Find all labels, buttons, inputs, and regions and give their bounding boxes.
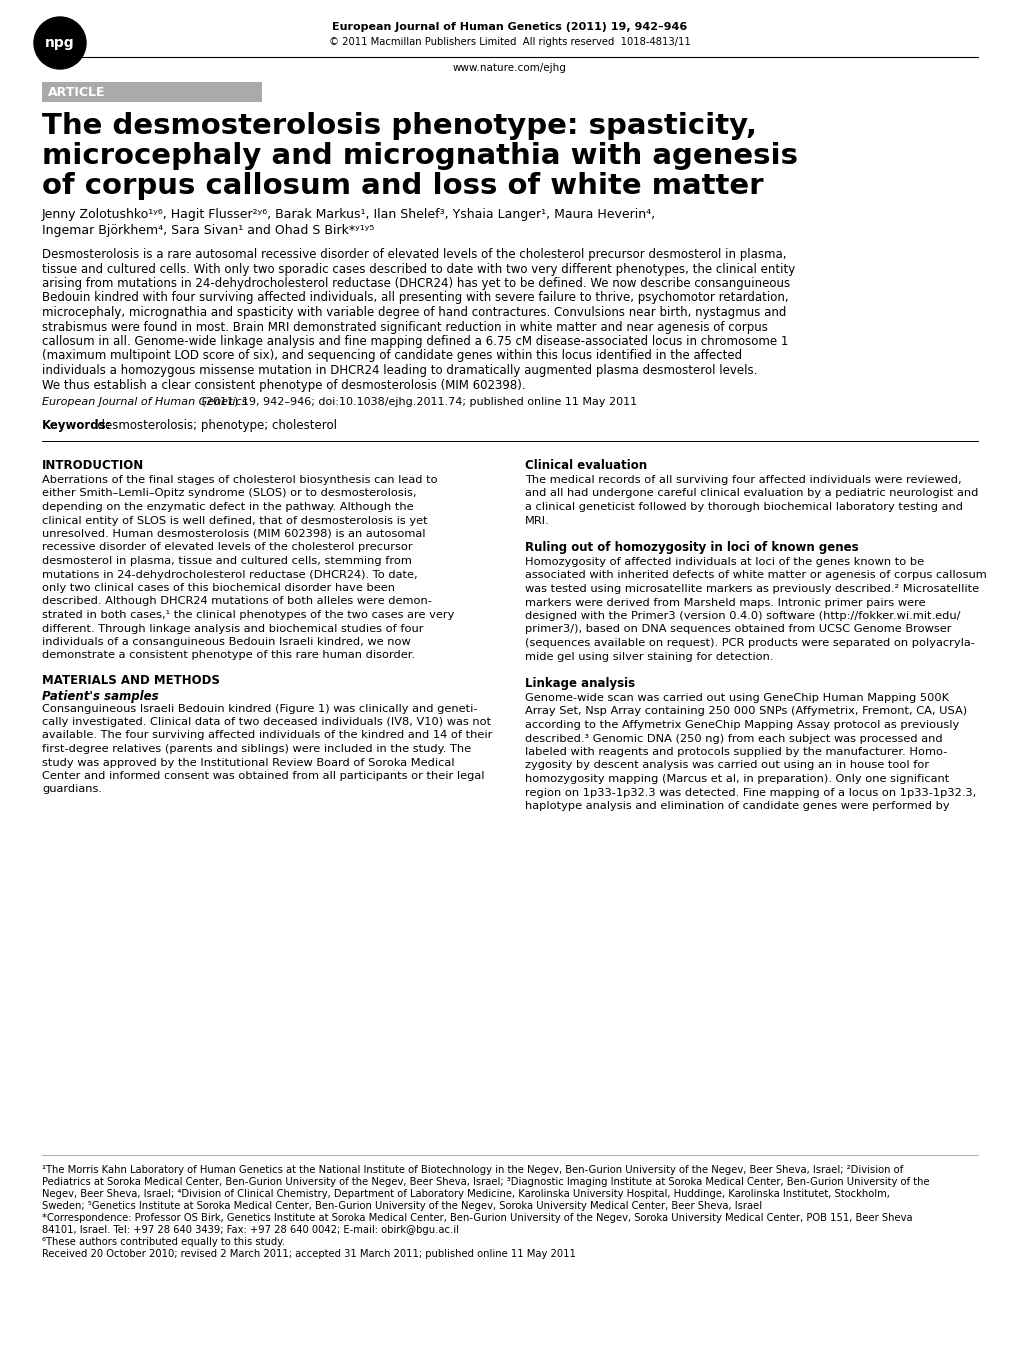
Text: mutations in 24-dehydrocholesterol reductase (DHCR24). To date,: mutations in 24-dehydrocholesterol reduc…: [42, 569, 417, 579]
Text: demonstrate a consistent phenotype of this rare human disorder.: demonstrate a consistent phenotype of th…: [42, 651, 415, 660]
Text: *Correspondence: Professor OS Birk, Genetics Institute at Soroka Medical Center,: *Correspondence: Professor OS Birk, Gene…: [42, 1214, 912, 1223]
Text: was tested using microsatellite markers as previously described.² Microsatellite: was tested using microsatellite markers …: [525, 584, 978, 594]
Text: Pediatrics at Soroka Medical Center, Ben-Gurion University of the Negev, Beer Sh: Pediatrics at Soroka Medical Center, Ben…: [42, 1177, 928, 1186]
Text: Desmosterolosis is a rare autosomal recessive disorder of elevated levels of the: Desmosterolosis is a rare autosomal rece…: [42, 247, 786, 261]
Text: (sequences available on request). PCR products were separated on polyacryla-: (sequences available on request). PCR pr…: [525, 637, 974, 648]
Text: zygosity by descent analysis was carried out using an in house tool for: zygosity by descent analysis was carried…: [525, 761, 928, 771]
Text: guardians.: guardians.: [42, 784, 102, 795]
Text: Negev, Beer Sheva, Israel; ⁴Division of Clinical Chemistry, Department of Labora: Negev, Beer Sheva, Israel; ⁴Division of …: [42, 1189, 889, 1199]
Text: We thus establish a clear consistent phenotype of desmosterolosis (MIM 602398).: We thus establish a clear consistent phe…: [42, 379, 525, 391]
Text: a clinical geneticist followed by thorough biochemical laboratory testing and: a clinical geneticist followed by thorou…: [525, 501, 962, 512]
Text: markers were derived from Marsheld maps. Intronic primer pairs were: markers were derived from Marsheld maps.…: [525, 598, 924, 607]
Text: Patient's samples: Patient's samples: [42, 690, 159, 703]
Text: depending on the enzymatic defect in the pathway. Although the: depending on the enzymatic defect in the…: [42, 501, 414, 512]
Text: first-degree relatives (parents and siblings) were included in the study. The: first-degree relatives (parents and sibl…: [42, 743, 471, 754]
Text: MATERIALS AND METHODS: MATERIALS AND METHODS: [42, 674, 220, 688]
Text: European Journal of Human Genetics (2011) 19, 942–946: European Journal of Human Genetics (2011…: [332, 22, 687, 33]
Text: Received 20 October 2010; revised 2 March 2011; accepted 31 March 2011; publishe: Received 20 October 2010; revised 2 Marc…: [42, 1249, 576, 1258]
Text: Center and informed consent was obtained from all participants or their legal: Center and informed consent was obtained…: [42, 771, 484, 781]
Text: Genome-wide scan was carried out using GeneChip Human Mapping 500K: Genome-wide scan was carried out using G…: [525, 693, 948, 703]
Text: desmosterol in plasma, tissue and cultured cells, stemming from: desmosterol in plasma, tissue and cultur…: [42, 556, 412, 565]
Text: Sweden; ⁵Genetics Institute at Soroka Medical Center, Ben-Gurion University of t: Sweden; ⁵Genetics Institute at Soroka Me…: [42, 1201, 761, 1211]
Text: ARTICLE: ARTICLE: [48, 86, 105, 98]
FancyBboxPatch shape: [42, 82, 262, 102]
Text: homozygosity mapping (Marcus et al, in preparation). Only one significant: homozygosity mapping (Marcus et al, in p…: [525, 775, 949, 784]
Text: different. Through linkage analysis and biochemical studies of four: different. Through linkage analysis and …: [42, 624, 423, 633]
Text: The medical records of all surviving four affected individuals were reviewed,: The medical records of all surviving fou…: [525, 476, 961, 485]
Text: © 2011 Macmillan Publishers Limited  All rights reserved  1018-4813/11: © 2011 Macmillan Publishers Limited All …: [329, 37, 690, 48]
Text: strated in both cases,¹ the clinical phenotypes of the two cases are very: strated in both cases,¹ the clinical phe…: [42, 610, 453, 620]
Text: labeled with reagents and protocols supplied by the manufacturer. Homo-: labeled with reagents and protocols supp…: [525, 747, 947, 757]
Text: Ruling out of homozygosity in loci of known genes: Ruling out of homozygosity in loci of kn…: [525, 541, 858, 554]
Text: described.³ Genomic DNA (250 ng) from each subject was processed and: described.³ Genomic DNA (250 ng) from ea…: [525, 734, 942, 743]
Text: recessive disorder of elevated levels of the cholesterol precursor: recessive disorder of elevated levels of…: [42, 542, 413, 553]
Text: tissue and cultured cells. With only two sporadic cases described to date with t: tissue and cultured cells. With only two…: [42, 262, 795, 276]
Text: Aberrations of the final stages of cholesterol biosynthesis can lead to: Aberrations of the final stages of chole…: [42, 476, 437, 485]
Text: (maximum multipoint LOD score of six), and sequencing of candidate genes within : (maximum multipoint LOD score of six), a…: [42, 349, 742, 363]
Text: unresolved. Human desmosterolosis (MIM 602398) is an autosomal: unresolved. Human desmosterolosis (MIM 6…: [42, 529, 425, 540]
Text: haplotype analysis and elimination of candidate genes were performed by: haplotype analysis and elimination of ca…: [525, 800, 949, 811]
Text: and all had undergone careful clinical evaluation by a pediatric neurologist and: and all had undergone careful clinical e…: [525, 488, 977, 499]
Text: associated with inherited defects of white matter or agenesis of corpus callosum: associated with inherited defects of whi…: [525, 571, 985, 580]
Text: Bedouin kindred with four surviving affected individuals, all presenting with se: Bedouin kindred with four surviving affe…: [42, 291, 788, 304]
Text: primer3/), based on DNA sequences obtained from UCSC Genome Browser: primer3/), based on DNA sequences obtain…: [525, 625, 951, 635]
Text: described. Although DHCR24 mutations of both alleles were demon-: described. Although DHCR24 mutations of …: [42, 597, 431, 606]
Text: Array Set, Nsp Array containing 250 000 SNPs (Affymetrix, Fremont, CA, USA): Array Set, Nsp Array containing 250 000 …: [525, 707, 966, 716]
Text: Ingemar Björkhem⁴, Sara Sivan¹ and Ohad S Birk*ʸ¹ʸ⁵: Ingemar Björkhem⁴, Sara Sivan¹ and Ohad …: [42, 224, 374, 236]
Text: ⁶These authors contributed equally to this study.: ⁶These authors contributed equally to th…: [42, 1237, 284, 1248]
Text: only two clinical cases of this biochemical disorder have been: only two clinical cases of this biochemi…: [42, 583, 394, 593]
Text: www.nature.com/ejhg: www.nature.com/ejhg: [452, 63, 567, 73]
Text: INTRODUCTION: INTRODUCTION: [42, 459, 144, 472]
Text: of corpus callosum and loss of white matter: of corpus callosum and loss of white mat…: [42, 173, 763, 200]
Text: Consanguineous Israeli Bedouin kindred (Figure 1) was clinically and geneti-: Consanguineous Israeli Bedouin kindred (…: [42, 704, 477, 713]
Text: MRI.: MRI.: [525, 515, 549, 526]
Text: Jenny Zolotushko¹ʸ⁶, Hagit Flusser²ʸ⁶, Barak Markus¹, Ilan Shelef³, Yshaia Lange: Jenny Zolotushko¹ʸ⁶, Hagit Flusser²ʸ⁶, B…: [42, 208, 655, 222]
Text: individuals a homozygous missense mutation in DHCR24 leading to dramatically aug: individuals a homozygous missense mutati…: [42, 364, 757, 376]
Text: callosum in all. Genome-wide linkage analysis and fine mapping defined a 6.75 cM: callosum in all. Genome-wide linkage ana…: [42, 336, 788, 348]
Text: study was approved by the Institutional Review Board of Soroka Medical: study was approved by the Institutional …: [42, 757, 454, 768]
Text: designed with the Primer3 (version 0.4.0) software (http://fokker.wi.mit.edu/: designed with the Primer3 (version 0.4.0…: [525, 612, 960, 621]
Text: cally investigated. Clinical data of two deceased individuals (IV8, V10) was not: cally investigated. Clinical data of two…: [42, 718, 490, 727]
Text: microcephaly and micrognathia with agenesis: microcephaly and micrognathia with agene…: [42, 141, 797, 170]
Text: Homozygosity of affected individuals at loci of the genes known to be: Homozygosity of affected individuals at …: [525, 557, 923, 567]
Text: ¹The Morris Kahn Laboratory of Human Genetics at the National Institute of Biote: ¹The Morris Kahn Laboratory of Human Gen…: [42, 1165, 903, 1176]
Text: mide gel using silver staining for detection.: mide gel using silver staining for detec…: [525, 651, 772, 662]
Text: strabismus were found in most. Brain MRI demonstrated significant reduction in w: strabismus were found in most. Brain MRI…: [42, 321, 767, 333]
Text: 84101, Israel. Tel: +97 28 640 3439; Fax: +97 28 640 0042; E-mail: obirk@bgu.ac.: 84101, Israel. Tel: +97 28 640 3439; Fax…: [42, 1224, 459, 1235]
Text: available. The four surviving affected individuals of the kindred and 14 of thei: available. The four surviving affected i…: [42, 731, 492, 741]
Text: microcephaly, micrognathia and spasticity with variable degree of hand contractu: microcephaly, micrognathia and spasticit…: [42, 306, 786, 319]
Text: individuals of a consanguineous Bedouin Israeli kindred, we now: individuals of a consanguineous Bedouin …: [42, 637, 411, 647]
Text: npg: npg: [45, 35, 74, 50]
Text: arising from mutations in 24-dehydrocholesterol reductase (DHCR24) has yet to be: arising from mutations in 24-dehydrochol…: [42, 277, 790, 289]
Text: clinical entity of SLOS is well defined, that of desmosterolosis is yet: clinical entity of SLOS is well defined,…: [42, 515, 427, 526]
Circle shape: [34, 18, 86, 69]
Text: The desmosterolosis phenotype: spasticity,: The desmosterolosis phenotype: spasticit…: [42, 111, 756, 140]
Text: either Smith–Lemli–Opitz syndrome (SLOS) or to desmosterolosis,: either Smith–Lemli–Opitz syndrome (SLOS)…: [42, 488, 416, 499]
Text: European Journal of Human Genetics: European Journal of Human Genetics: [42, 397, 248, 406]
Text: region on 1p33-1p32.3 was detected. Fine mapping of a locus on 1p33-1p32.3,: region on 1p33-1p32.3 was detected. Fine…: [525, 787, 975, 798]
Text: (2011) 19, 942–946; doi:10.1038/ejhg.2011.74; published online 11 May 2011: (2011) 19, 942–946; doi:10.1038/ejhg.201…: [199, 397, 637, 406]
Text: desmosterolosis; phenotype; cholesterol: desmosterolosis; phenotype; cholesterol: [90, 419, 336, 432]
Text: Clinical evaluation: Clinical evaluation: [525, 459, 646, 472]
Text: according to the Affymetrix GeneChip Mapping Assay protocol as previously: according to the Affymetrix GeneChip Map…: [525, 720, 958, 730]
Text: Keywords:: Keywords:: [42, 419, 111, 432]
Text: Linkage analysis: Linkage analysis: [525, 677, 635, 690]
